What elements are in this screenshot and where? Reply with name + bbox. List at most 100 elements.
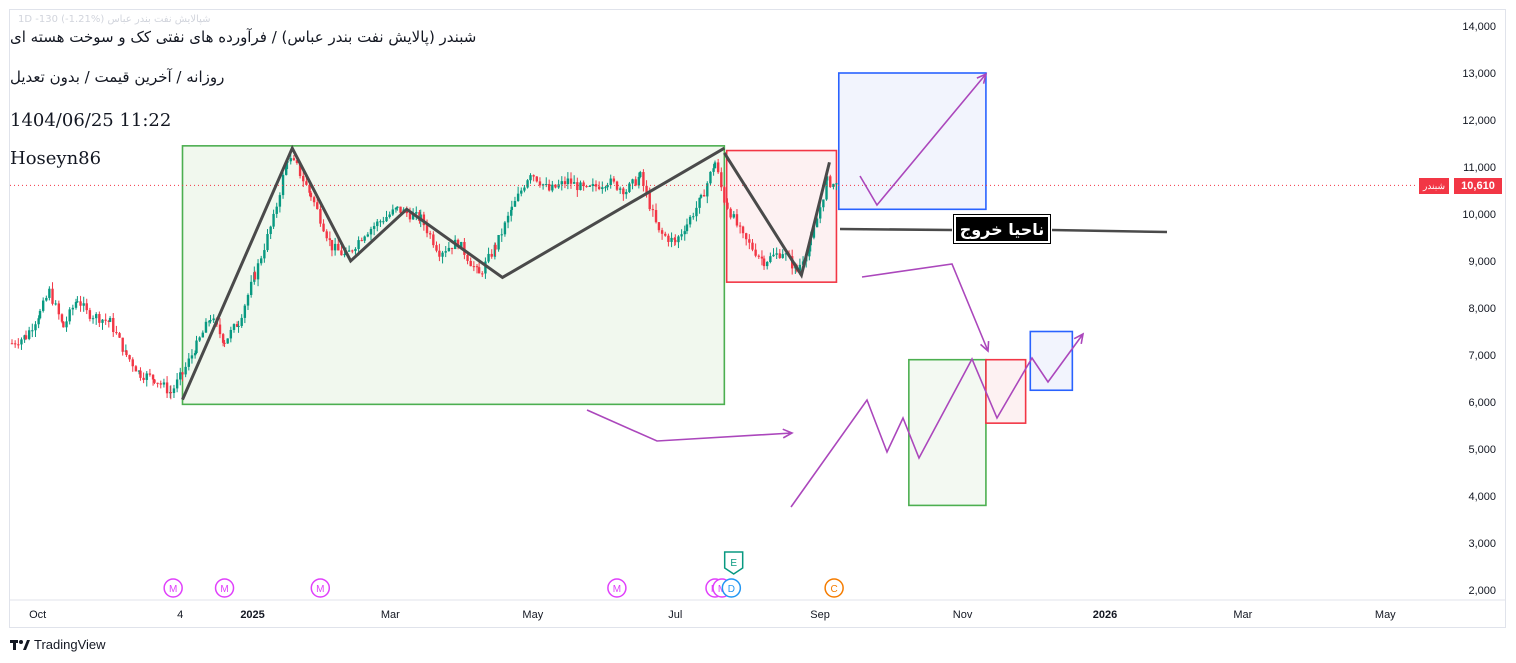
event-badge-m[interactable]: M xyxy=(163,578,183,598)
candle-body[interactable] xyxy=(657,222,661,231)
candle-body[interactable] xyxy=(609,178,612,186)
candle-body[interactable] xyxy=(778,253,782,258)
candle-body[interactable] xyxy=(466,254,469,261)
candle-body[interactable] xyxy=(695,207,698,217)
candle-body[interactable] xyxy=(706,183,709,197)
candle-body[interactable] xyxy=(207,321,211,323)
projection-wave[interactable] xyxy=(790,333,1084,508)
candle-body[interactable] xyxy=(121,337,124,352)
candle-body[interactable] xyxy=(112,318,115,333)
exit-zone-label[interactable]: ناحیا خروج xyxy=(953,214,1051,244)
candle-body[interactable] xyxy=(683,231,686,235)
candle-body[interactable] xyxy=(775,253,778,255)
exit-zone-line-right[interactable] xyxy=(1051,228,1168,234)
candle-body[interactable] xyxy=(808,245,811,257)
arrow-to-projection[interactable] xyxy=(586,409,793,442)
candle-body[interactable] xyxy=(38,310,42,319)
candle-body[interactable] xyxy=(432,234,435,246)
candle-body[interactable] xyxy=(181,372,184,375)
candle-body[interactable] xyxy=(660,230,664,234)
candle-body[interactable] xyxy=(428,233,432,235)
candle-body[interactable] xyxy=(269,226,272,235)
candle-body[interactable] xyxy=(204,321,208,333)
candle-body[interactable] xyxy=(226,338,229,344)
candle-body[interactable] xyxy=(572,182,576,184)
candle-body[interactable] xyxy=(677,236,680,243)
event-badge-e[interactable]: E xyxy=(723,551,744,575)
candle-body[interactable] xyxy=(85,303,88,311)
zigzag-wave-main[interactable] xyxy=(181,144,726,401)
candle-body[interactable] xyxy=(713,162,717,169)
candle-body[interactable] xyxy=(260,258,263,264)
candle-body[interactable] xyxy=(218,324,222,335)
candle-body[interactable] xyxy=(68,309,71,322)
candle-body[interactable] xyxy=(190,355,194,359)
candle-body[interactable] xyxy=(469,260,472,267)
candle-body[interactable] xyxy=(357,240,360,249)
candle-body[interactable] xyxy=(425,225,429,234)
candle-body[interactable] xyxy=(732,214,736,218)
candle-body[interactable] xyxy=(45,297,48,301)
candle-body[interactable] xyxy=(460,241,463,248)
candle-body[interactable] xyxy=(278,195,282,207)
candle-body[interactable] xyxy=(447,247,451,252)
candle-body[interactable] xyxy=(450,247,454,250)
candle-body[interactable] xyxy=(71,307,75,310)
event-badge-m[interactable]: M xyxy=(214,578,235,598)
candle-body[interactable] xyxy=(232,324,236,330)
candle-body[interactable] xyxy=(510,210,513,216)
candle-body[interactable] xyxy=(284,162,288,175)
arrow-target-up[interactable] xyxy=(859,73,987,207)
candle-body[interactable] xyxy=(822,199,825,208)
candle-body[interactable] xyxy=(463,241,466,255)
candle-body[interactable] xyxy=(263,250,266,259)
candle-body[interactable] xyxy=(415,212,418,214)
candle-body[interactable] xyxy=(622,188,625,195)
candle-body[interactable] xyxy=(31,330,34,332)
candle-body[interactable] xyxy=(48,288,51,298)
candle-body[interactable] xyxy=(456,239,460,248)
candle-body[interactable] xyxy=(709,171,712,184)
candle-body[interactable] xyxy=(60,314,64,322)
candle-body[interactable] xyxy=(309,192,313,198)
candle-body[interactable] xyxy=(526,180,529,188)
candle-body[interactable] xyxy=(360,240,363,242)
candle-body[interactable] xyxy=(240,317,243,326)
candle-body[interactable] xyxy=(10,343,14,345)
tradingview-brand[interactable]: TradingView xyxy=(10,637,106,652)
candle-body[interactable] xyxy=(547,184,551,191)
candle-body[interactable] xyxy=(396,206,399,208)
candle-body[interactable] xyxy=(477,267,481,274)
candle-body[interactable] xyxy=(634,179,637,186)
event-badge-m[interactable]: M xyxy=(607,578,627,598)
candle-body[interactable] xyxy=(513,201,517,207)
candle-body[interactable] xyxy=(769,256,772,263)
candle-body[interactable] xyxy=(379,221,382,223)
candle-body[interactable] xyxy=(585,186,588,188)
candle-body[interactable] xyxy=(382,221,385,223)
candle-body[interactable] xyxy=(328,238,332,240)
candle-body[interactable] xyxy=(538,181,542,186)
candle-body[interactable] xyxy=(391,209,395,215)
candle-body[interactable] xyxy=(516,193,520,202)
box-target-up[interactable] xyxy=(837,72,987,211)
candle-body[interactable] xyxy=(74,301,78,308)
candle-body[interactable] xyxy=(246,294,250,306)
candle-body[interactable] xyxy=(535,176,538,182)
candle-body[interactable] xyxy=(645,185,648,193)
candle-body[interactable] xyxy=(187,358,191,367)
candle-body[interactable] xyxy=(484,261,487,274)
candle-body[interactable] xyxy=(302,175,305,182)
candle-body[interactable] xyxy=(394,207,398,210)
candle-body[interactable] xyxy=(172,388,176,394)
candle-body[interactable] xyxy=(712,168,715,172)
candle-body[interactable] xyxy=(490,253,493,257)
candle-body[interactable] xyxy=(523,187,526,191)
candle-body[interactable] xyxy=(156,382,159,384)
candle-body[interactable] xyxy=(108,318,112,322)
candle-body[interactable] xyxy=(411,213,415,220)
candle-body[interactable] xyxy=(376,221,379,227)
candle-body[interactable] xyxy=(832,183,835,187)
candle-body[interactable] xyxy=(142,377,145,380)
event-badge-m[interactable]: M xyxy=(310,578,331,598)
